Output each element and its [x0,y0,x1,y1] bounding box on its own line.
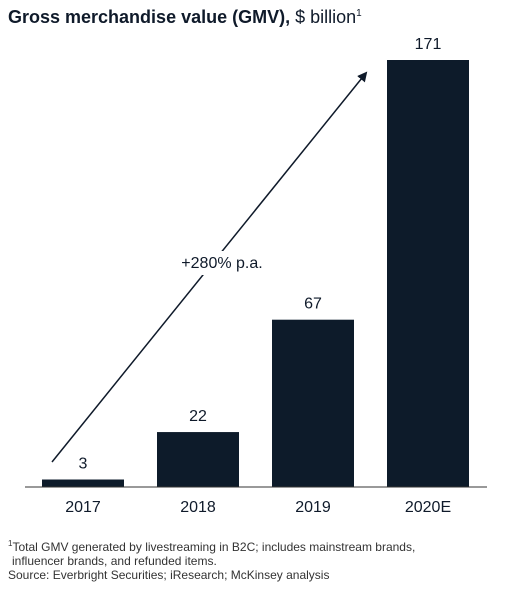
category-label-2019: 2019 [295,499,331,516]
chart-title-unit: $ billion [290,7,357,27]
value-label-2019: 67 [304,296,322,313]
value-label-2017: 3 [79,456,88,473]
bar-2019 [272,319,354,487]
bar-chart: 3 2017 22 2018 67 2019 171 2020E +280% p.a. [25,36,487,516]
bar-2018 [157,432,239,487]
category-label-2018: 2018 [180,499,216,516]
category-label-2017: 2017 [65,499,101,516]
value-label-2018: 22 [189,408,207,425]
footnote-line-2: influencer brands, and refunded items. [12,554,217,568]
footnote-line-1: Total GMV generated by livestreaming in … [12,540,416,554]
annotation-background [170,251,274,275]
category-label-2020E: 2020E [405,499,451,516]
chart-title-main: Gross merchandise value (GMV), [8,7,291,27]
growth-annotation: +280% p.a. [181,255,262,272]
title-footnote-mark: 1 [356,8,362,19]
value-label-2020E: 171 [415,36,442,53]
footnote-mark: 1 [8,539,13,548]
source-line: Source: Everbright Securities; iResearch… [8,568,330,582]
footnotes: 1Total GMV generated by livestreaming in… [8,539,498,583]
bar-2017 [42,479,124,487]
bar-2020E [387,60,469,487]
chart-title: Gross merchandise value (GMV), $ billion… [8,6,362,28]
